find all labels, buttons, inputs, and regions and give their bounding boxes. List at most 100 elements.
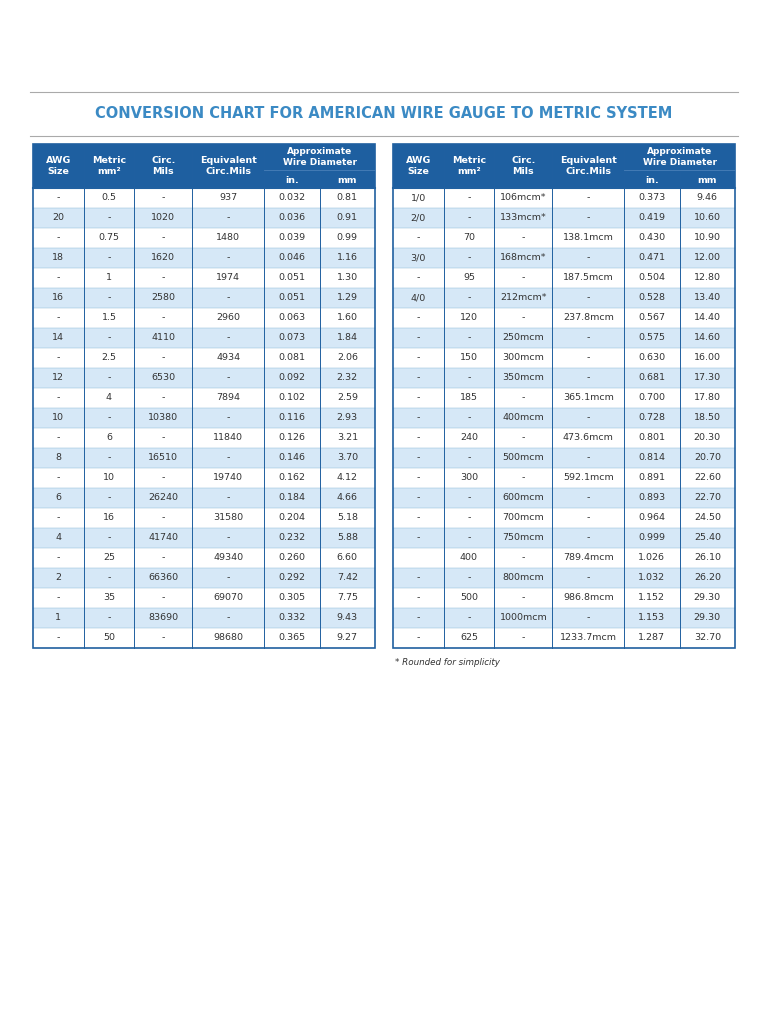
Text: -: - (467, 254, 471, 262)
Bar (393, 368, 735, 388)
Text: 95: 95 (463, 273, 475, 283)
Text: 7894: 7894 (217, 393, 240, 402)
Bar (33, 268, 375, 288)
Text: 0.162: 0.162 (278, 473, 306, 482)
Text: 0.575: 0.575 (638, 334, 665, 342)
Text: 12.80: 12.80 (694, 273, 721, 283)
Text: Equivalent
Circ.Mils: Equivalent Circ.Mils (200, 156, 257, 176)
Text: 26240: 26240 (148, 494, 178, 503)
Text: 0.039: 0.039 (278, 233, 306, 243)
Text: -: - (416, 353, 420, 362)
Bar (33, 408, 375, 428)
Text: -: - (416, 273, 420, 283)
Text: 83690: 83690 (148, 613, 178, 623)
Text: 1.026: 1.026 (638, 554, 665, 562)
Text: 0.700: 0.700 (638, 393, 665, 402)
Text: 5.88: 5.88 (337, 534, 358, 543)
Text: * Rounded for simplicity: * Rounded for simplicity (395, 658, 500, 667)
Text: 2.5: 2.5 (101, 353, 117, 362)
Bar (393, 568, 735, 588)
Text: -: - (57, 594, 60, 602)
Bar (33, 428, 375, 449)
Text: 0.99: 0.99 (337, 233, 358, 243)
Text: -: - (587, 513, 590, 522)
Text: 2.93: 2.93 (336, 414, 358, 423)
Text: 17.30: 17.30 (694, 374, 721, 383)
Text: 0.063: 0.063 (278, 313, 306, 323)
Text: 0.91: 0.91 (337, 213, 358, 222)
Text: -: - (227, 374, 230, 383)
Text: -: - (161, 554, 165, 562)
Text: -: - (521, 433, 525, 442)
Text: 0.305: 0.305 (278, 594, 306, 602)
Text: in.: in. (285, 175, 299, 184)
Text: 1.60: 1.60 (337, 313, 358, 323)
Bar (33, 308, 375, 328)
Text: -: - (57, 513, 60, 522)
Bar (393, 608, 735, 628)
Text: 1.84: 1.84 (337, 334, 358, 342)
Text: 6530: 6530 (151, 374, 175, 383)
Text: 0.260: 0.260 (278, 554, 306, 562)
Text: -: - (57, 473, 60, 482)
Text: 22.60: 22.60 (694, 473, 721, 482)
Text: 0.471: 0.471 (638, 254, 665, 262)
Text: 7.75: 7.75 (337, 594, 358, 602)
Text: 0.073: 0.073 (278, 334, 306, 342)
Text: 300: 300 (460, 473, 478, 482)
Text: 10.60: 10.60 (694, 213, 721, 222)
Bar (33, 548, 375, 568)
Text: 2.59: 2.59 (337, 393, 358, 402)
Text: -: - (587, 573, 590, 583)
Text: 26.10: 26.10 (694, 554, 721, 562)
Text: 0.528: 0.528 (638, 294, 665, 302)
Text: 7.42: 7.42 (337, 573, 358, 583)
Text: 0.116: 0.116 (278, 414, 306, 423)
Text: 1.153: 1.153 (638, 613, 665, 623)
Bar (33, 208, 375, 228)
Text: 9.46: 9.46 (697, 194, 718, 203)
Text: -: - (587, 254, 590, 262)
Text: -: - (587, 213, 590, 222)
Text: -: - (416, 573, 420, 583)
Bar (393, 428, 735, 449)
Bar (33, 449, 375, 468)
Text: 24.50: 24.50 (694, 513, 721, 522)
Text: -: - (587, 494, 590, 503)
Text: 10.90: 10.90 (694, 233, 721, 243)
Text: 937: 937 (219, 194, 237, 203)
Text: 237.8mcm: 237.8mcm (563, 313, 614, 323)
Text: 16: 16 (103, 513, 115, 522)
Text: 0.373: 0.373 (638, 194, 666, 203)
Text: 0.419: 0.419 (638, 213, 665, 222)
Text: -: - (108, 534, 111, 543)
Text: Approximate
Wire Diameter: Approximate Wire Diameter (283, 147, 356, 167)
Text: 1.29: 1.29 (337, 294, 358, 302)
Text: -: - (467, 414, 471, 423)
Text: -: - (416, 433, 420, 442)
Text: 49340: 49340 (214, 554, 243, 562)
Text: 500: 500 (460, 594, 478, 602)
Text: 11840: 11840 (214, 433, 243, 442)
Text: -: - (521, 473, 525, 482)
Text: -: - (416, 473, 420, 482)
Text: 1233.7mcm: 1233.7mcm (560, 634, 617, 642)
Text: -: - (416, 233, 420, 243)
Text: 20.30: 20.30 (694, 433, 721, 442)
Text: 240: 240 (460, 433, 478, 442)
Text: 29.30: 29.30 (694, 594, 721, 602)
Text: 1000mcm: 1000mcm (499, 613, 547, 623)
Text: 41740: 41740 (148, 534, 178, 543)
Bar (33, 188, 375, 208)
Text: 4.66: 4.66 (337, 494, 358, 503)
Text: 1: 1 (106, 273, 112, 283)
Bar (33, 588, 375, 608)
Text: -: - (587, 454, 590, 463)
Text: 16: 16 (52, 294, 65, 302)
Bar (33, 608, 375, 628)
Text: 19740: 19740 (214, 473, 243, 482)
Text: 70: 70 (463, 233, 475, 243)
Text: 2580: 2580 (151, 294, 175, 302)
Text: 500mcm: 500mcm (502, 454, 545, 463)
Text: -: - (57, 393, 60, 402)
